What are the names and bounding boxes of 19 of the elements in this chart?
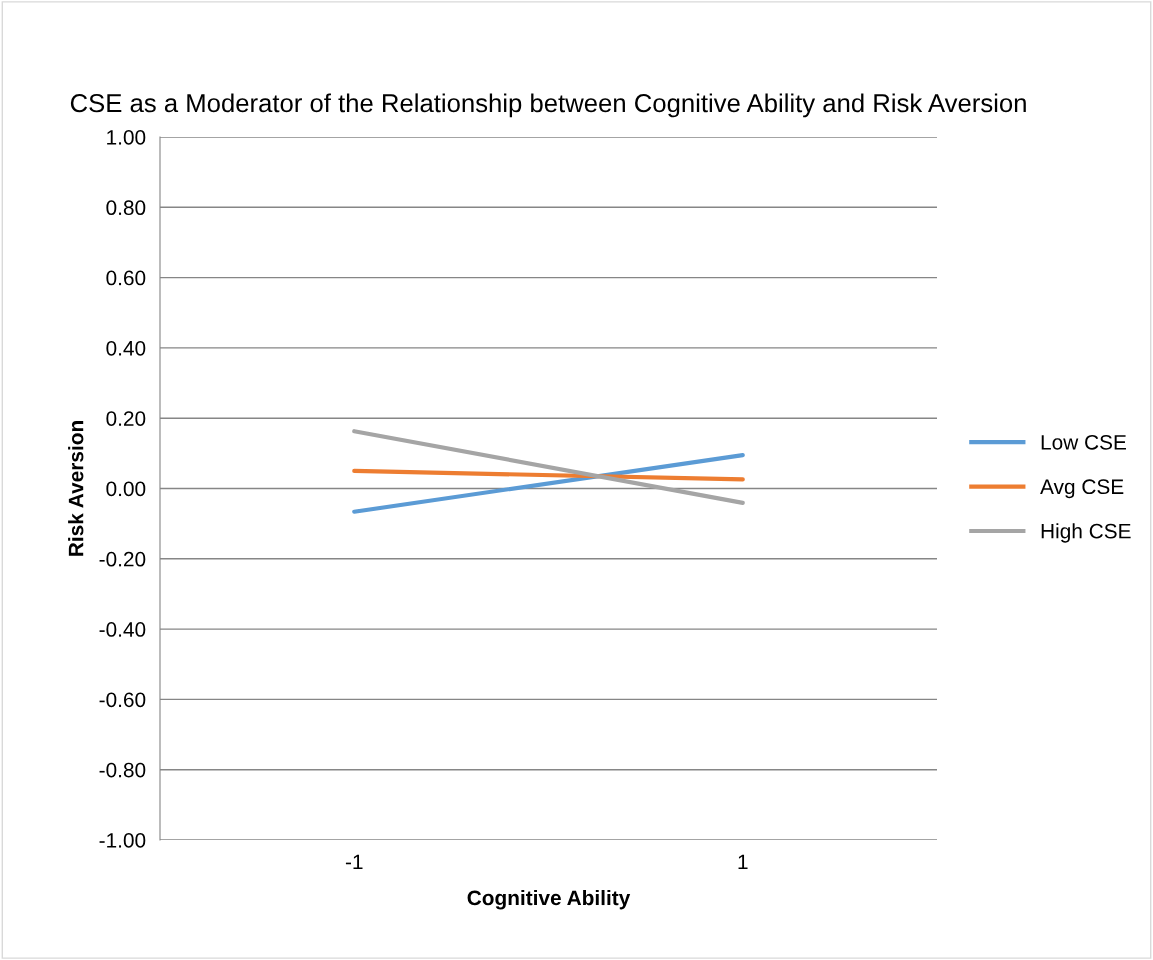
chart-title: CSE as a Moderator of the Relationship between Cognitive Ability and Risk Aversion xyxy=(70,93,1026,118)
y-tick-label: 0.80 xyxy=(106,200,146,216)
x-tick-label: 1 xyxy=(738,854,748,869)
x-axis-title: Cognitive Ability xyxy=(467,889,631,910)
y-tick-label: -0.40 xyxy=(99,622,146,637)
y-tick-label: 0.40 xyxy=(106,340,146,356)
y-tick-label: 1.00 xyxy=(107,130,146,145)
x-tick-label: -1 xyxy=(345,854,363,869)
y-tick-label: 0.60 xyxy=(106,270,146,286)
y-tick-label: -1.00 xyxy=(99,833,146,848)
legend-label: Avg CSE xyxy=(1040,479,1124,499)
y-tick-label: 0.00 xyxy=(106,481,146,497)
y-tick-label: -0.20 xyxy=(99,551,146,567)
y-tick-label: -0.60 xyxy=(99,692,146,708)
y-tick-label: 0.20 xyxy=(106,411,146,426)
legend-label: Low CSE xyxy=(1041,434,1126,450)
legend-label: High CSE xyxy=(1041,523,1131,543)
y-tick-label: -0.80 xyxy=(99,762,146,778)
y-axis-title: Risk Aversion xyxy=(68,421,84,556)
